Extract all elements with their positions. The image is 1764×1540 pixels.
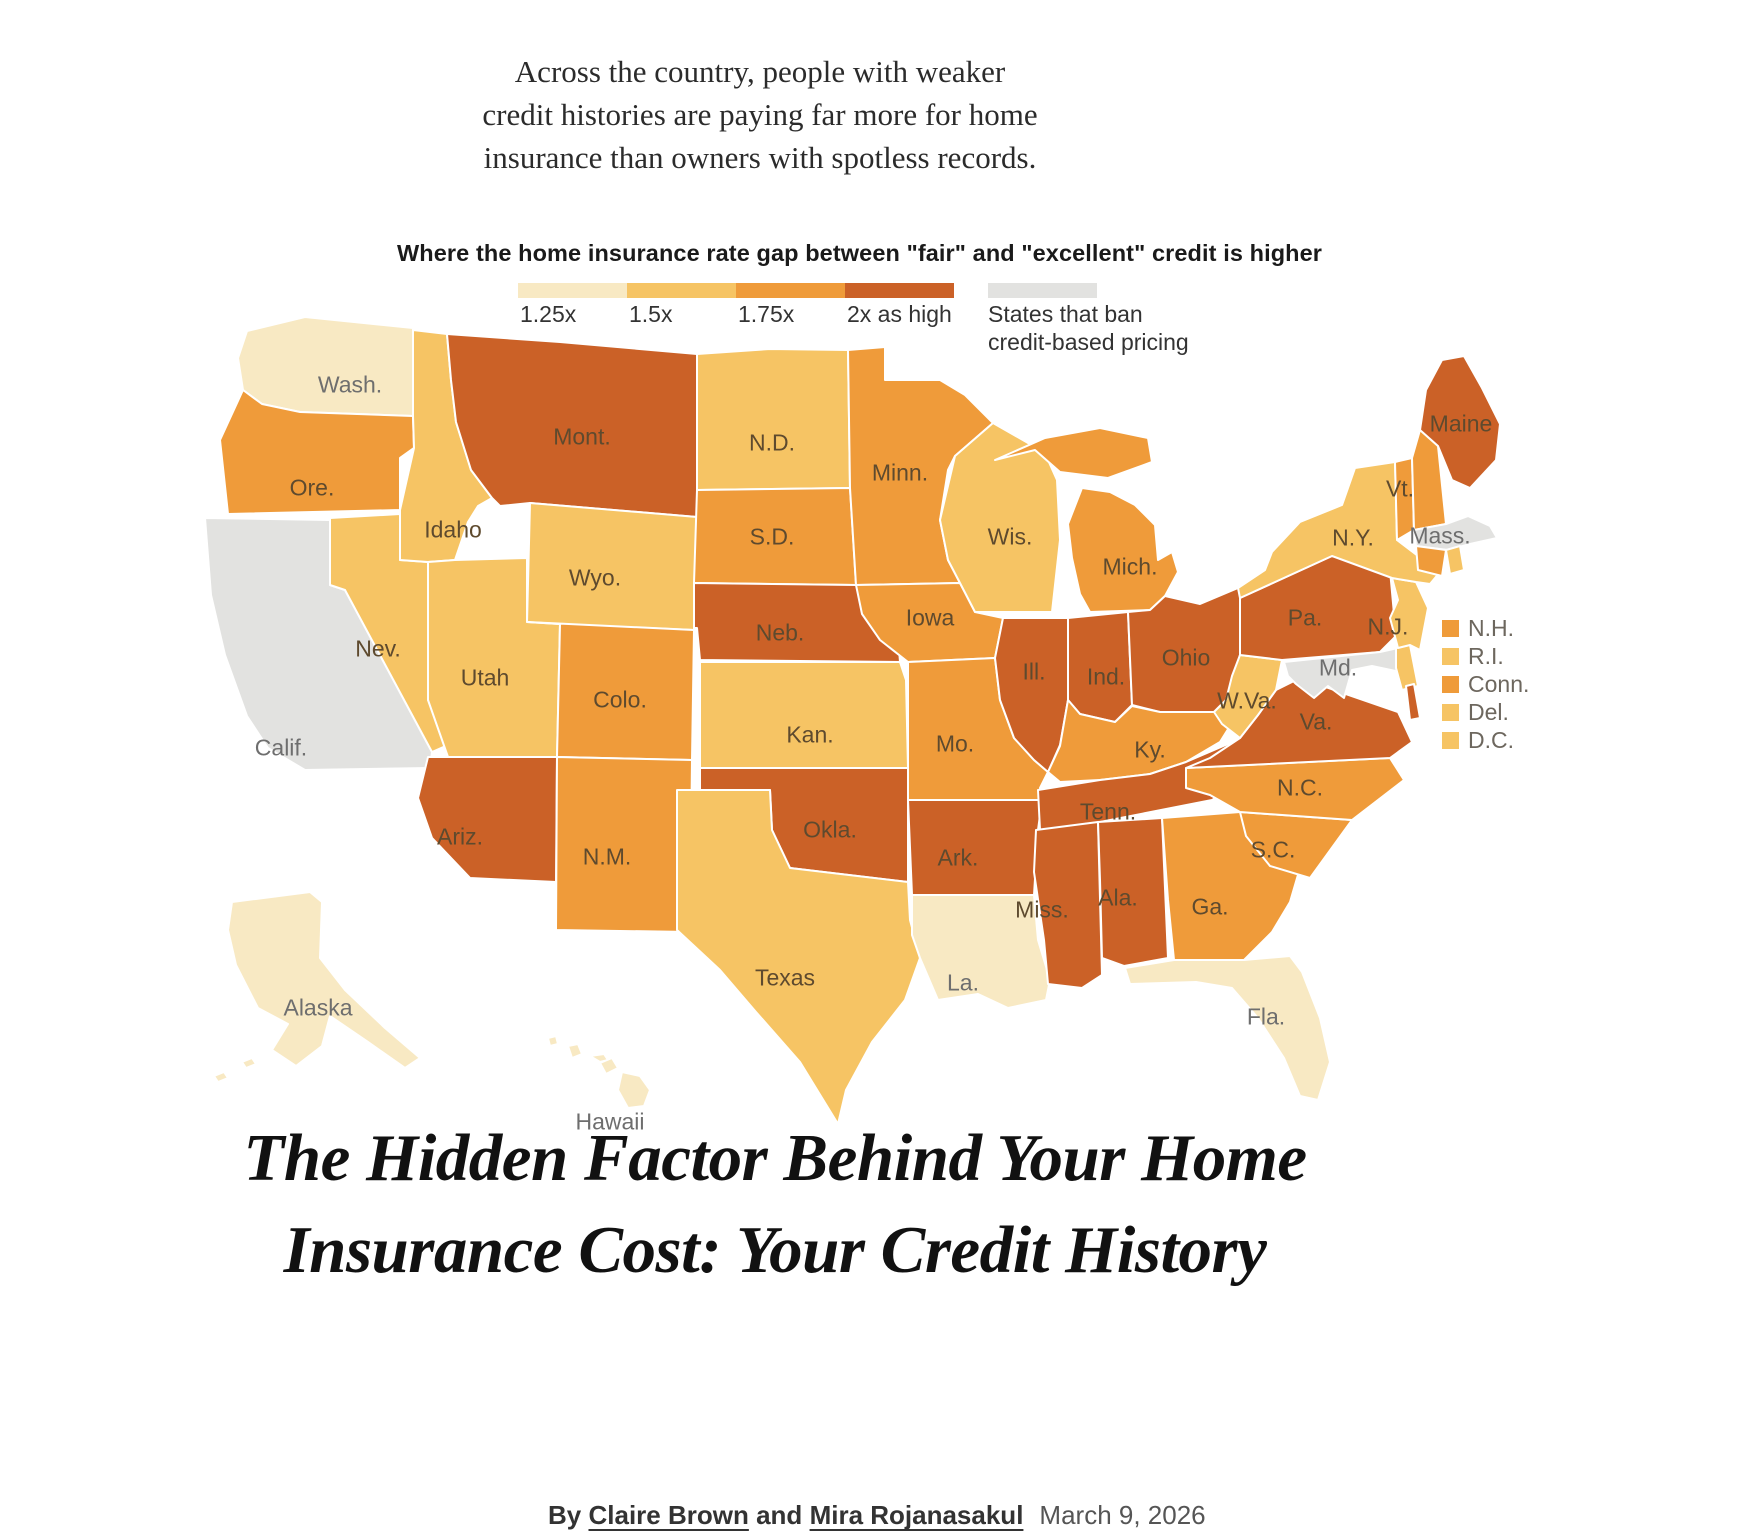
state-ore: [219, 389, 415, 515]
state-sd: [693, 487, 857, 586]
state-conn: [1415, 545, 1447, 577]
key-label: Conn.: [1468, 670, 1530, 697]
state-vt: [1394, 457, 1415, 541]
legend-ramp-swatch-1: [518, 283, 627, 298]
state-nm: [555, 756, 693, 933]
key-swatch: [1442, 647, 1459, 665]
small-state-key-row-nh: N.H.: [1442, 614, 1529, 642]
small-state-key-row-conn: Conn.: [1442, 670, 1529, 698]
intro-text: Across the country, people with weaker c…: [0, 50, 1520, 179]
key-label: Del.: [1468, 698, 1509, 725]
state-mont: [446, 333, 698, 518]
legend-ban-swatch: [988, 283, 1097, 298]
state-ri: [1445, 545, 1465, 575]
state-alaska: [227, 891, 421, 1069]
article-headline: The Hidden Factor Behind Your Home Insur…: [0, 1112, 1550, 1296]
state-ny: [1237, 461, 1441, 599]
state-kan: [699, 661, 909, 769]
state-hawaii: [617, 1071, 651, 1109]
small-state-key-row-del: Del.: [1442, 698, 1529, 726]
state-ariz: [417, 756, 558, 883]
legend-ramp-label-2: 1.5x: [629, 301, 673, 327]
state-la: [911, 894, 1051, 1009]
byline: By Claire Brown and Mira Rojanasakul Marc…: [548, 1500, 1206, 1531]
small-states-key: N.H. R.I. Conn. Del. D.C.: [1442, 614, 1529, 754]
state-mich_up: [994, 427, 1153, 479]
small-state-key-row-dc: D.C.: [1442, 726, 1529, 754]
state-de: [1395, 644, 1419, 691]
state-hi_oahu: [567, 1043, 583, 1059]
state-ala: [1097, 817, 1169, 967]
legend-title: Where the home insurance rate gap betwee…: [397, 240, 1323, 266]
state-nc: [1185, 757, 1405, 821]
state-nh: [1411, 429, 1447, 531]
state-hi_maui: [599, 1057, 619, 1075]
key-label: R.I.: [1468, 642, 1504, 669]
state-fla: [1124, 955, 1331, 1101]
byline-and: and: [756, 1500, 803, 1530]
headline-line-1: The Hidden Factor Behind Your Home: [243, 1121, 1307, 1195]
small-state-key-row-ri: R.I.: [1442, 642, 1529, 670]
key-swatch: [1442, 619, 1459, 637]
state-texas: [676, 789, 921, 1125]
legend-color-ramp: [518, 283, 954, 298]
legend-ban-label-2: credit-based pricing: [988, 329, 1189, 355]
legend-ban-label-1: States that ban: [988, 301, 1143, 327]
state-wash: [237, 316, 414, 417]
key-label: N.H.: [1468, 614, 1514, 641]
intro-line-3: insurance than owners with spotless reco…: [483, 140, 1037, 175]
intro-line-1: Across the country, people with weaker: [514, 54, 1006, 89]
legend-ramp-swatch-3: [736, 283, 845, 298]
state-wyo: [526, 502, 698, 631]
state-maine: [1419, 355, 1501, 489]
intro-line-2: credit histories are paying far more for…: [482, 97, 1038, 132]
legend-ramp-swatch-4: [845, 283, 954, 298]
state-va_shore: [1405, 683, 1421, 721]
key-label: D.C.: [1468, 726, 1514, 753]
byline-date: March 9, 2026: [1039, 1500, 1206, 1530]
legend-ramp-label-4: 2x as high: [847, 301, 952, 327]
author-link-mira-rojanasakul[interactable]: Mira Rojanasakul: [809, 1500, 1024, 1530]
legend-ramp-label-3: 1.75x: [738, 301, 795, 327]
state-aleutian1: [241, 1057, 257, 1069]
state-nd: [696, 348, 851, 491]
byline-by: By: [548, 1500, 582, 1530]
key-swatch: [1442, 731, 1459, 749]
legend-ramp-label-1: 1.25x: [520, 301, 577, 327]
state-mich: [1067, 487, 1179, 613]
key-swatch: [1442, 703, 1459, 721]
headline-line-2: Insurance Cost: Your Credit History: [283, 1213, 1267, 1287]
state-wva: [1213, 654, 1283, 739]
state-aleutian2: [213, 1071, 229, 1083]
legend-ramp-swatch-2: [627, 283, 736, 298]
state-ark: [907, 799, 1043, 896]
state-nj: [1389, 577, 1429, 651]
key-swatch: [1442, 675, 1459, 693]
state-hi_kauai: [547, 1035, 559, 1047]
author-link-claire-brown[interactable]: Claire Brown: [588, 1500, 749, 1530]
state-ind: [1067, 611, 1133, 723]
